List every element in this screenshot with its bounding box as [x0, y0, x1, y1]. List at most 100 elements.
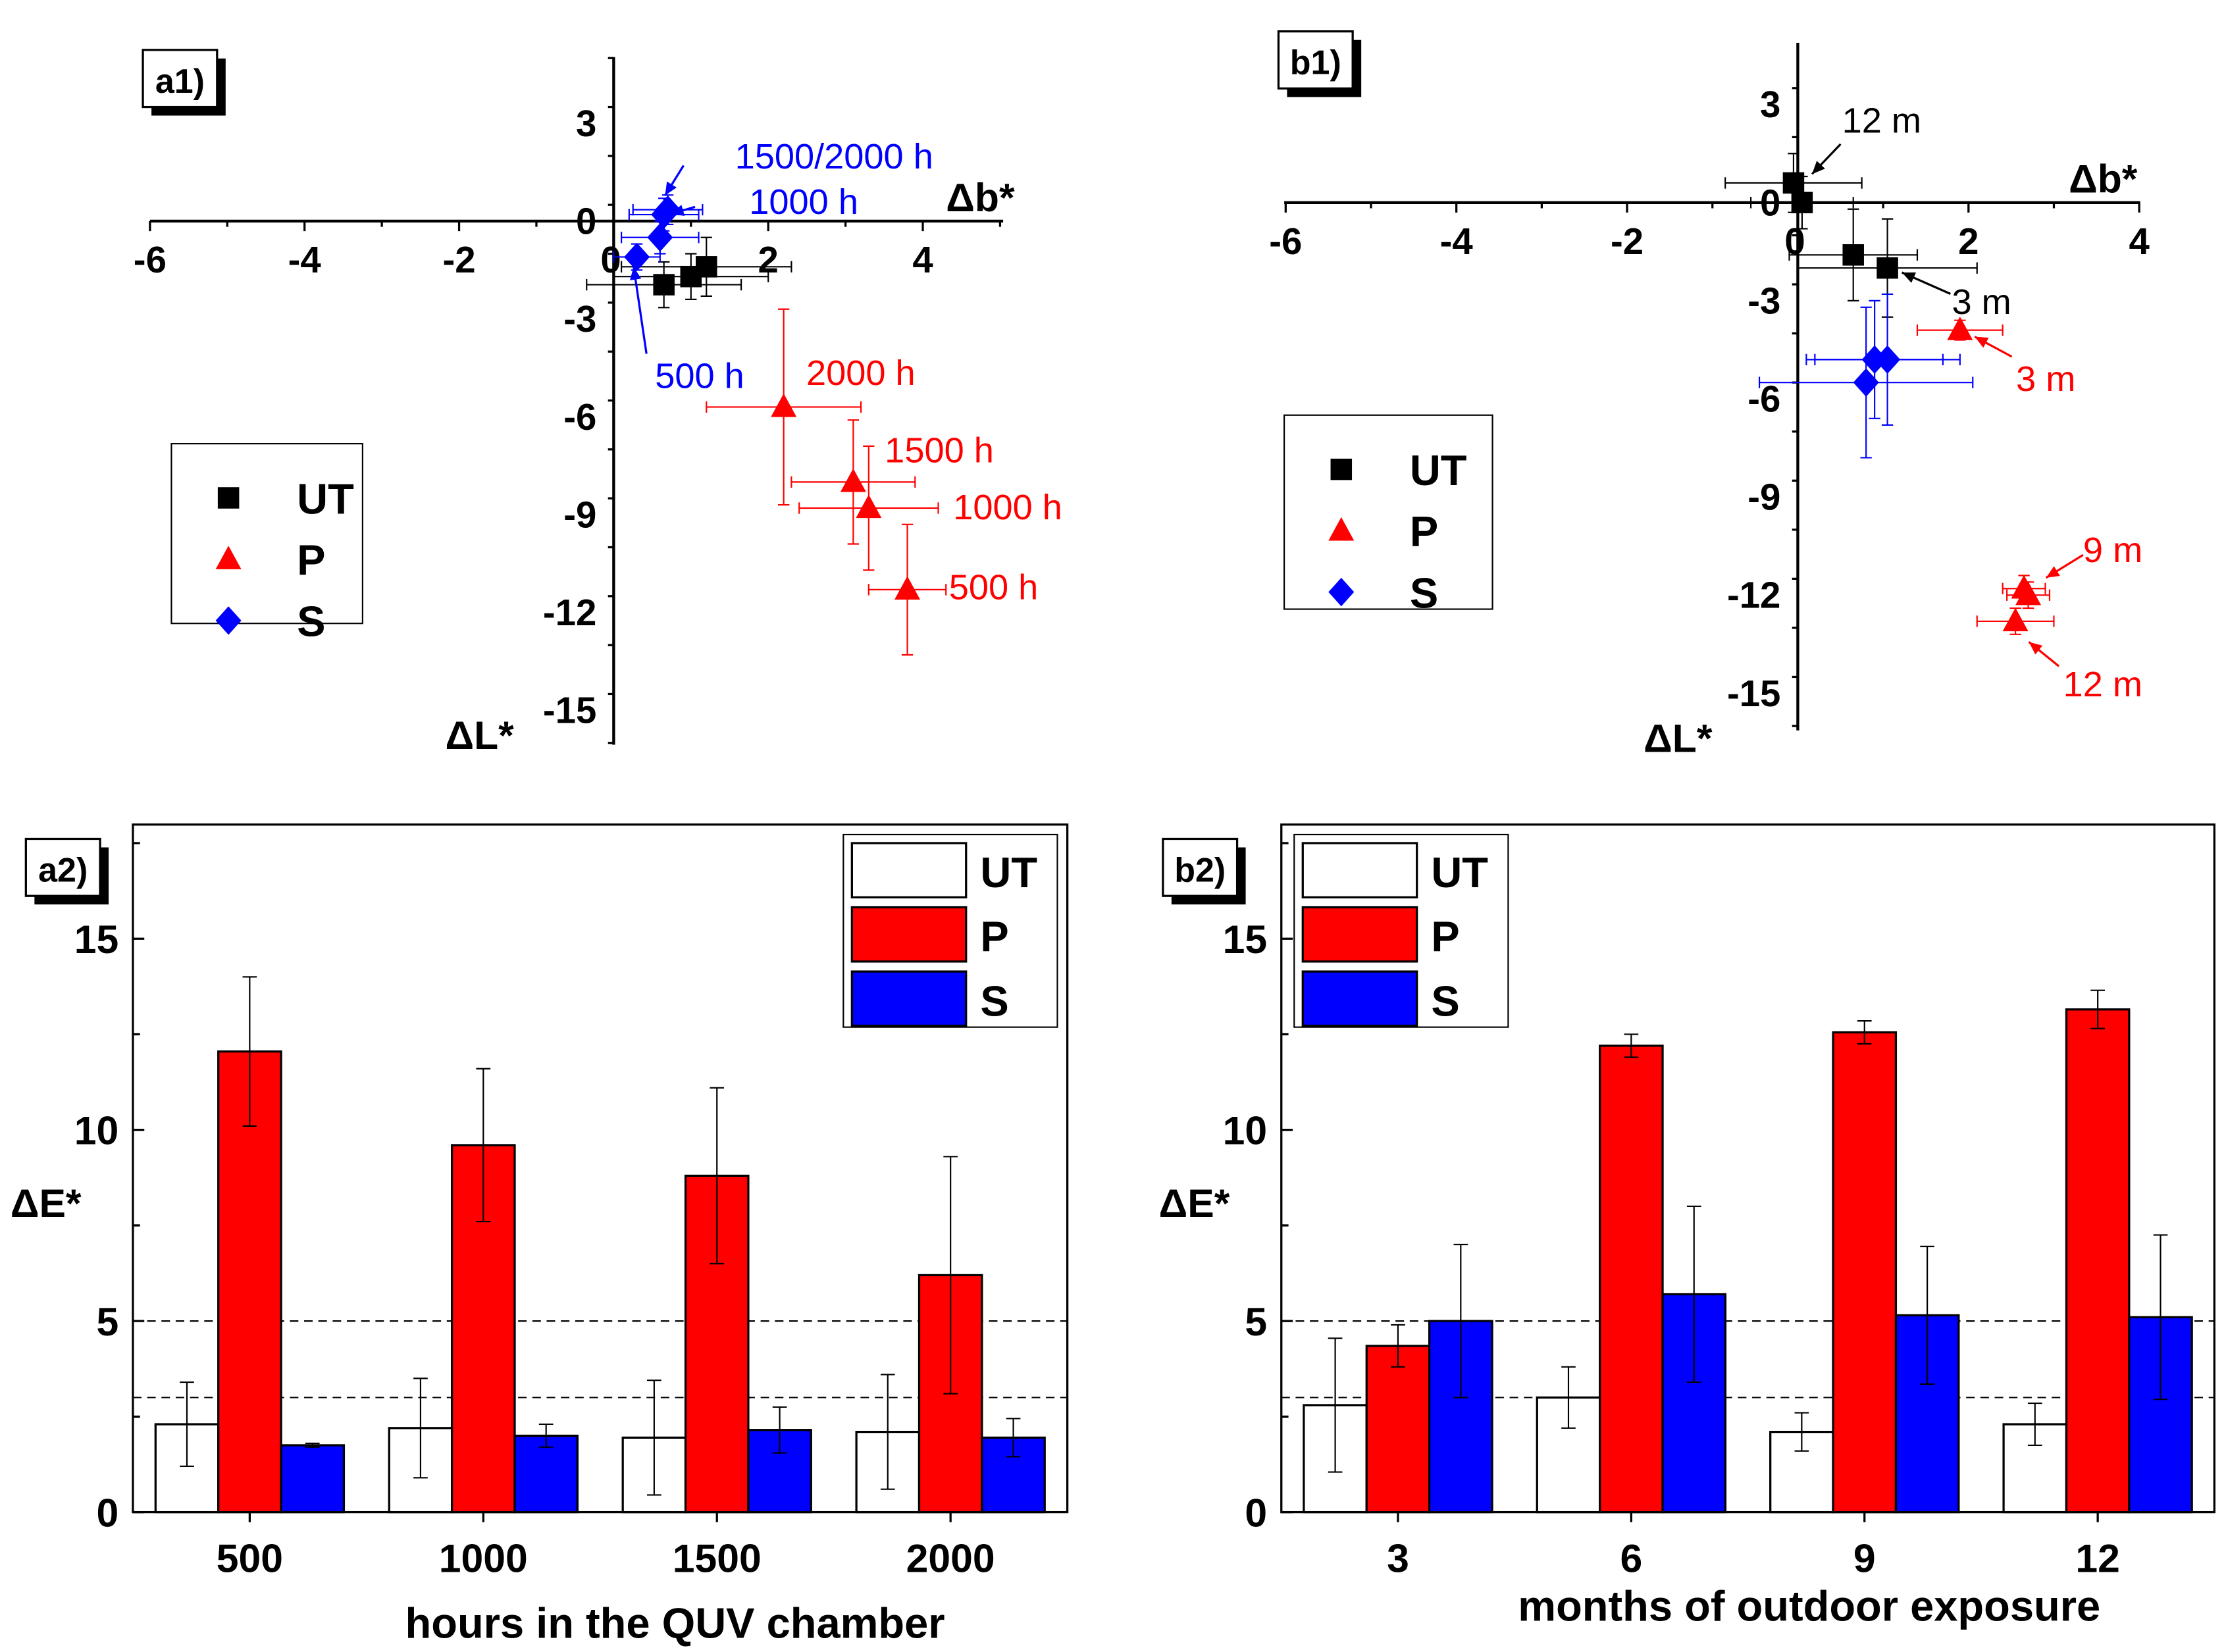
y-tick-label: 10: [74, 1108, 119, 1152]
legend-label-S: S: [297, 598, 325, 646]
bar-UT: [1769, 1412, 1834, 1514]
diamond-marker: [1875, 345, 1901, 374]
bar-S: [1661, 1205, 1727, 1514]
square-marker: [1842, 244, 1864, 266]
x-tick-label: -6: [1269, 220, 1302, 262]
legend-swatch-UT: [850, 842, 968, 899]
bar-rect: [217, 1050, 282, 1514]
triangle-marker: [1947, 317, 1973, 340]
diamond-marker: [1853, 368, 1879, 397]
legend-box: [1283, 414, 1493, 610]
triangle-marker: [2011, 575, 2037, 599]
data-point-UT: [1750, 175, 1854, 230]
x-tick-label: 500: [217, 1536, 283, 1581]
y-tick-label: 0: [1245, 1490, 1267, 1535]
annotation-arrow: [629, 267, 648, 354]
panel-tag: a2): [24, 837, 109, 905]
x-tick-label: 4: [912, 239, 933, 280]
panel-tag: b2): [1162, 837, 1246, 905]
y-tick-label: -9: [1747, 477, 1780, 518]
data-point-S: [1758, 306, 1974, 459]
annotation-arrow: [2028, 641, 2060, 667]
panel-tag-label: b1): [1290, 44, 1341, 82]
x-tick-label: -6: [134, 239, 167, 280]
legend-label-UT: UT: [297, 475, 354, 523]
data-point-UT: [621, 236, 792, 297]
legend-marker-S: [215, 606, 242, 635]
x-tick-label: 1000: [439, 1536, 528, 1581]
annotation-arrow-head: [1902, 272, 1916, 283]
annotation-arrow: [2045, 554, 2084, 579]
data-point-P: [790, 419, 916, 545]
annotation-label: 3 m: [2016, 359, 2075, 399]
annotation-arrow: [664, 165, 685, 196]
x-tick-label: 6: [1620, 1536, 1642, 1581]
bar-P: [1832, 1020, 1898, 1514]
legend-label-UT: UT: [980, 848, 1037, 896]
annotation-label: 1000 h: [749, 182, 858, 222]
bar-P: [684, 1087, 750, 1514]
bar-P: [450, 1068, 516, 1514]
plot-frame: [1280, 823, 2215, 1514]
y-tick-label: 0: [96, 1490, 118, 1535]
y-tick-label: 15: [74, 917, 119, 962]
bar-S: [981, 1418, 1046, 1514]
x-tick-label: 0: [600, 239, 621, 280]
y-tick-label: 3: [1760, 84, 1780, 125]
y-tick-label: -6: [1747, 378, 1780, 420]
annotation-arrow-head: [2046, 566, 2060, 578]
y-tick-label: -15: [1727, 673, 1780, 714]
bar-UT: [1303, 1337, 1368, 1514]
annotation-label: 2000 h: [806, 353, 916, 393]
legend-marker-P: [1328, 517, 1355, 541]
annotation-label: 12 m: [2063, 665, 2142, 704]
legend-label-UT: UT: [1431, 848, 1488, 896]
data-point-UT: [1788, 208, 1919, 301]
annotation-arrow-head: [2029, 642, 2043, 655]
square-marker: [1791, 192, 1813, 214]
triangle-marker: [771, 393, 797, 417]
bar-P: [2065, 989, 2131, 1514]
legend-label-S: S: [1431, 977, 1459, 1025]
y-tick-label: -15: [543, 690, 596, 731]
data-point-UT: [586, 261, 742, 309]
triangle-marker: [894, 576, 921, 600]
annotation-label: 1500 h: [885, 430, 994, 470]
legend-marker-P: [215, 546, 242, 569]
y-tick-label: 5: [96, 1299, 118, 1344]
triangle-marker: [856, 494, 882, 519]
legend: UT PS: [842, 833, 1058, 1028]
annotation-arrow: [1901, 271, 1951, 295]
y-axis-label: ΔL*: [445, 713, 514, 758]
y-tick-label: -6: [563, 396, 596, 438]
data-point-P: [1916, 317, 2004, 341]
x-tick-label: -2: [1611, 220, 1644, 262]
bar-UT: [1536, 1366, 1601, 1514]
bar-UT: [2002, 1402, 2068, 1514]
x-tick-label: 9: [1853, 1536, 1876, 1581]
legend-marker-UT: [217, 487, 240, 509]
x-tick-label: -2: [442, 239, 475, 280]
x-axis-label: Δb*: [946, 175, 1015, 220]
y-tick-label: 5: [1245, 1299, 1267, 1344]
legend-swatch-S: [1301, 970, 1418, 1027]
panel-tag-label: a2): [38, 852, 88, 890]
x-tick-label: -4: [288, 239, 322, 280]
bar-S: [1428, 1243, 1493, 1514]
bar-panel-a2: 0 5 10 15 500 1000 1500 2000 UT PS ΔE* hours in the…: [11, 823, 1069, 1647]
annotation-arrow-head: [1812, 161, 1825, 174]
bar-S: [280, 1442, 346, 1514]
bar-S: [2128, 1234, 2193, 1514]
x-tick-label: 4: [2129, 220, 2150, 262]
panel-tag-box: [1162, 837, 1239, 897]
bar-P: [918, 1156, 983, 1514]
y-axis-label: ΔL*: [1644, 715, 1713, 760]
bar-UT: [855, 1374, 921, 1514]
legend-label-UT: UT: [1410, 446, 1467, 494]
annotation-arrow-head: [671, 205, 685, 216]
data-point-S: [613, 242, 661, 272]
legend-label-P: P: [980, 913, 1008, 961]
panel-tag-label: a1): [155, 63, 205, 101]
